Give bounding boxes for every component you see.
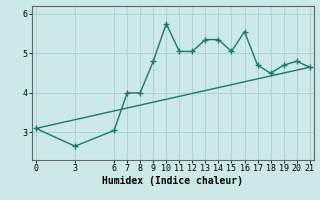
X-axis label: Humidex (Indice chaleur): Humidex (Indice chaleur): [102, 176, 243, 186]
